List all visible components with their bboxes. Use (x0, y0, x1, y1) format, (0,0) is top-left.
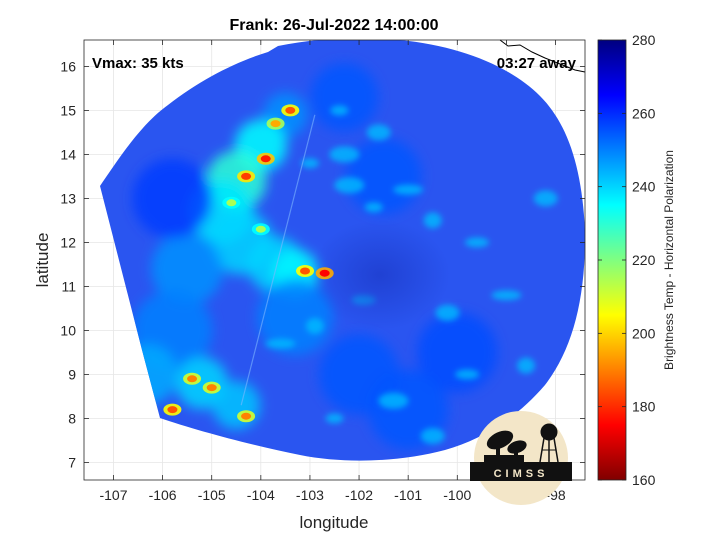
convective-speck (491, 290, 522, 301)
y-tick-label: 10 (60, 322, 76, 338)
vmax-annotation: Vmax: 35 kts (92, 55, 184, 72)
colorbar-label: Brightness Temp - Horizontal Polarizatio… (662, 150, 676, 370)
rainband-blob (151, 232, 224, 305)
convective-speck (300, 158, 319, 169)
feature-core (255, 225, 266, 233)
colorbar-tick-label: 160 (632, 472, 656, 488)
colorbar-tick-label: 180 (632, 399, 656, 415)
time-away-annotation: 03:27 away (497, 55, 577, 72)
feature-core (270, 120, 281, 128)
y-tick-label: 15 (60, 102, 76, 118)
rainband-blob (417, 312, 498, 393)
chart-title: Frank: 26-Jul-2022 14:00:00 (230, 17, 439, 34)
colorbar-tick-label: 220 (632, 252, 656, 268)
axes-box (83, 39, 586, 481)
feature-core (241, 412, 252, 420)
rainband-blob (257, 279, 334, 356)
convective-speck (366, 124, 391, 141)
y-tick-label: 14 (60, 146, 76, 162)
y-tick-label: 16 (60, 58, 76, 74)
feature-core (285, 106, 296, 114)
y-tick-label: 8 (68, 410, 76, 426)
feature-core (206, 384, 217, 392)
x-tick-label: -103 (296, 487, 324, 503)
convective-speck (517, 357, 536, 374)
colorbar-ticks: 160 180 200 220 240 260 280 (598, 32, 656, 488)
convective-speck (334, 177, 365, 194)
feature-core (241, 172, 252, 180)
convective-speck (329, 146, 360, 163)
colorbar-tick-label: 200 (632, 325, 656, 341)
cimss-logo: CIMSS (470, 411, 572, 505)
convective-speck (420, 428, 445, 444)
rainband-blob (132, 158, 213, 239)
colorbar-tick-label: 260 (632, 105, 656, 121)
storm-eye (310, 220, 450, 330)
x-tick-label: -102 (345, 487, 373, 503)
x-tick-label: -101 (394, 487, 422, 503)
x-tick-label: -100 (443, 487, 471, 503)
y-tick-label: 13 (60, 190, 76, 206)
rainband-blob (310, 63, 379, 132)
feature-core (226, 199, 237, 207)
convective-speck (464, 237, 489, 248)
y-axis-label: latitude (33, 233, 52, 288)
y-tick-label: 7 (68, 454, 76, 470)
x-axis-label: longitude (299, 513, 368, 532)
feature-core (319, 269, 330, 277)
convective-speck (265, 338, 296, 349)
colorbar-tick-label: 280 (632, 32, 656, 48)
convective-speck (378, 392, 409, 409)
convective-speck (533, 190, 558, 207)
y-axis-ticks: 7 8 9 10 11 12 13 14 15 16 (60, 58, 585, 470)
convective-speck (305, 318, 324, 334)
y-tick-label: 9 (68, 366, 76, 382)
satellite-dish-icon (484, 430, 527, 462)
x-tick-label: -107 (99, 487, 127, 503)
feature-core (260, 155, 271, 163)
convective-speck (423, 212, 442, 229)
convective-speck (364, 202, 383, 213)
rainband-blob (345, 138, 422, 215)
x-tick-label: -105 (198, 487, 226, 503)
water-tower-icon (539, 423, 559, 463)
convective-speck (435, 304, 460, 321)
x-axis-ticks: -107-106-105-104-103-102-101-100-99-98 (99, 40, 566, 503)
swath-edge (240, 114, 316, 406)
cimss-logo-text: CIMSS (494, 468, 549, 480)
coastline (499, 39, 586, 73)
feature-core (167, 406, 178, 414)
y-tick-label: 11 (61, 278, 76, 294)
convective-speck (330, 105, 349, 116)
convective-speck (325, 413, 344, 424)
convective-speck (455, 369, 480, 380)
feature-core (187, 375, 198, 383)
colorbar (597, 39, 627, 481)
convective-speck (393, 184, 424, 195)
x-tick-label: -104 (247, 487, 275, 503)
colorbar-tick-label: 240 (632, 179, 656, 195)
feature-core (300, 267, 311, 275)
x-tick-label: -106 (149, 487, 177, 503)
swath-image (100, 40, 585, 461)
y-tick-label: 12 (60, 234, 76, 250)
